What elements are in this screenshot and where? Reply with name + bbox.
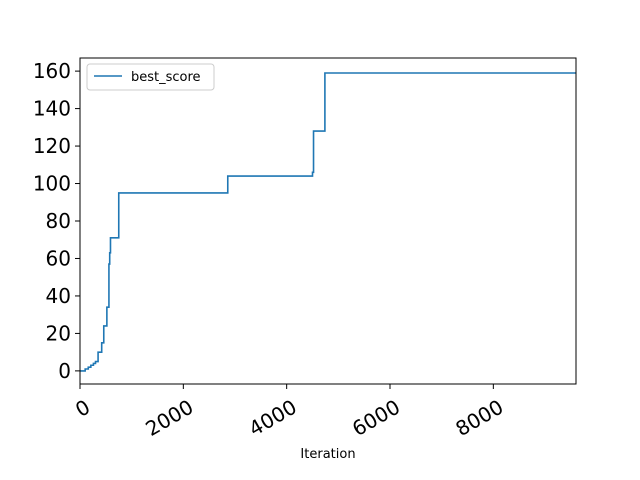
y-tick-label: 20 <box>46 321 71 345</box>
legend-label-best-score: best_score <box>131 70 201 85</box>
y-tick-label: 120 <box>33 134 71 158</box>
x-axis-label: Iteration <box>300 447 355 462</box>
series-line-best-score <box>80 72 576 372</box>
y-tick-label: 160 <box>33 59 71 83</box>
y-tick-label: 140 <box>33 97 71 121</box>
legend: best_score <box>86 63 215 91</box>
y-tick-label: 40 <box>46 284 71 308</box>
y-tick-label: 0 <box>58 359 71 383</box>
y-tick-label: 60 <box>46 246 71 270</box>
axes-frame <box>79 57 577 385</box>
y-tick-label: 80 <box>46 209 71 233</box>
plot-area <box>80 72 576 372</box>
y-tick-label: 100 <box>33 172 71 196</box>
legend-box <box>86 63 215 91</box>
